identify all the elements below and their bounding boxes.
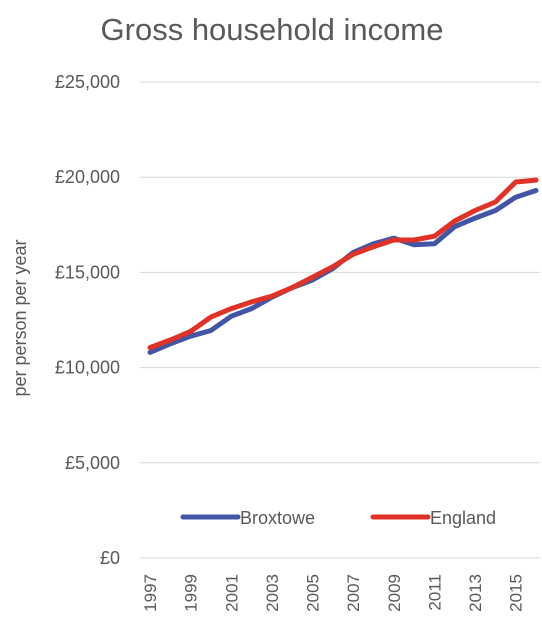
legend: Broxtowe England: [180, 508, 496, 528]
x-tick-label: 2011: [425, 574, 444, 611]
x-tick-label: 2003: [263, 574, 282, 612]
x-tick-label: 2013: [466, 574, 485, 612]
x-tick-label: 2007: [344, 574, 363, 612]
y-axis-tick-labels: £0 £5,000 £10,000 £15,000 £20,000 £25,000: [55, 72, 120, 568]
y-tick-label: £25,000: [55, 72, 120, 92]
gridlines: [140, 81, 540, 559]
x-axis-tick-labels: 1997 1999 2001 2003 2005 2007 2009 2011 2013 2015: [141, 574, 526, 612]
y-tick-label: £20,000: [55, 167, 120, 187]
legend-label-broxtowe: Broxtowe: [240, 508, 315, 528]
y-axis-label: per person per year: [10, 239, 30, 396]
series-line-broxtowe: [147, 188, 539, 355]
x-tick-label: 2005: [304, 574, 323, 612]
y-tick-label: £0: [100, 548, 120, 568]
x-tick-label: 2001: [222, 574, 241, 612]
x-tick-label: 1997: [141, 574, 160, 612]
y-tick-label: £10,000: [55, 358, 120, 378]
series-line-england: [147, 177, 539, 351]
y-tick-label: £5,000: [65, 453, 120, 473]
x-tick-label: 1999: [182, 574, 201, 612]
x-tick-label: 2015: [507, 574, 526, 612]
legend-label-england: England: [430, 508, 496, 528]
x-tick-label: 2009: [385, 574, 404, 612]
series-lines: [147, 177, 539, 355]
chart-title: Gross household income: [101, 12, 444, 47]
y-tick-label: £15,000: [55, 262, 120, 282]
